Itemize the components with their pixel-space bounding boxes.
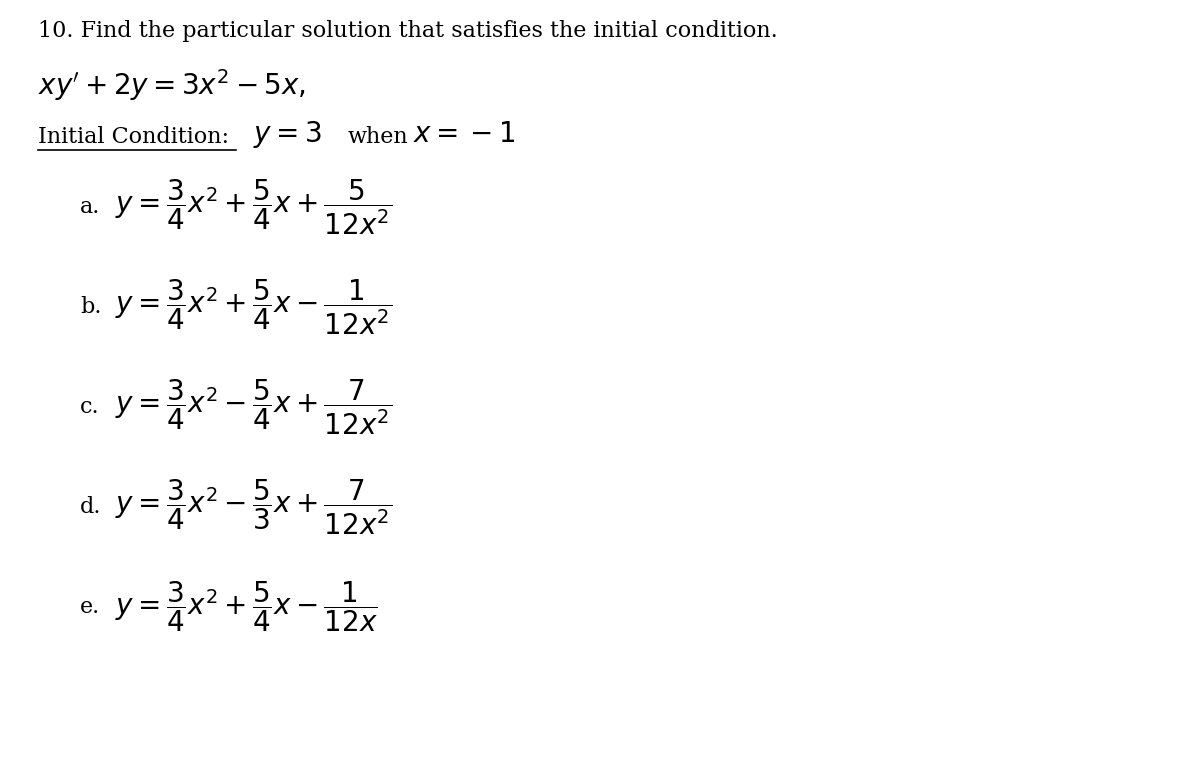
Text: $y = \dfrac{3}{4}x^2 - \dfrac{5}{4}x + \dfrac{7}{12x^2}$: $y = \dfrac{3}{4}x^2 - \dfrac{5}{4}x + \… xyxy=(115,377,392,437)
Text: $y = \dfrac{3}{4}x^2 + \dfrac{5}{4}x + \dfrac{5}{12x^2}$: $y = \dfrac{3}{4}x^2 + \dfrac{5}{4}x + \… xyxy=(115,178,392,237)
Text: b.: b. xyxy=(80,296,102,318)
Text: $y = \dfrac{3}{4}x^2 - \dfrac{5}{3}x + \dfrac{7}{12x^2}$: $y = \dfrac{3}{4}x^2 - \dfrac{5}{3}x + \… xyxy=(115,477,392,536)
Text: 10. Find the particular solution that satisfies the initial condition.: 10. Find the particular solution that sa… xyxy=(38,20,778,42)
Text: d.: d. xyxy=(80,496,102,518)
Text: $y = \dfrac{3}{4}x^2 + \dfrac{5}{4}x - \dfrac{1}{12x}$: $y = \dfrac{3}{4}x^2 + \dfrac{5}{4}x - \… xyxy=(115,580,378,634)
Text: $y = \dfrac{3}{4}x^2 + \dfrac{5}{4}x - \dfrac{1}{12x^2}$: $y = \dfrac{3}{4}x^2 + \dfrac{5}{4}x - \… xyxy=(115,277,392,337)
Text: $xy' + 2y = 3x^2 - 5x,$: $xy' + 2y = 3x^2 - 5x,$ xyxy=(38,67,306,103)
Text: e.: e. xyxy=(80,596,101,618)
Text: $y = 3$: $y = 3$ xyxy=(253,119,322,149)
Text: Initial Condition:: Initial Condition: xyxy=(38,126,229,148)
Text: c.: c. xyxy=(80,396,100,418)
Text: a.: a. xyxy=(80,196,101,218)
Text: when: when xyxy=(348,126,409,148)
Text: $x = -1$: $x = -1$ xyxy=(413,120,515,148)
